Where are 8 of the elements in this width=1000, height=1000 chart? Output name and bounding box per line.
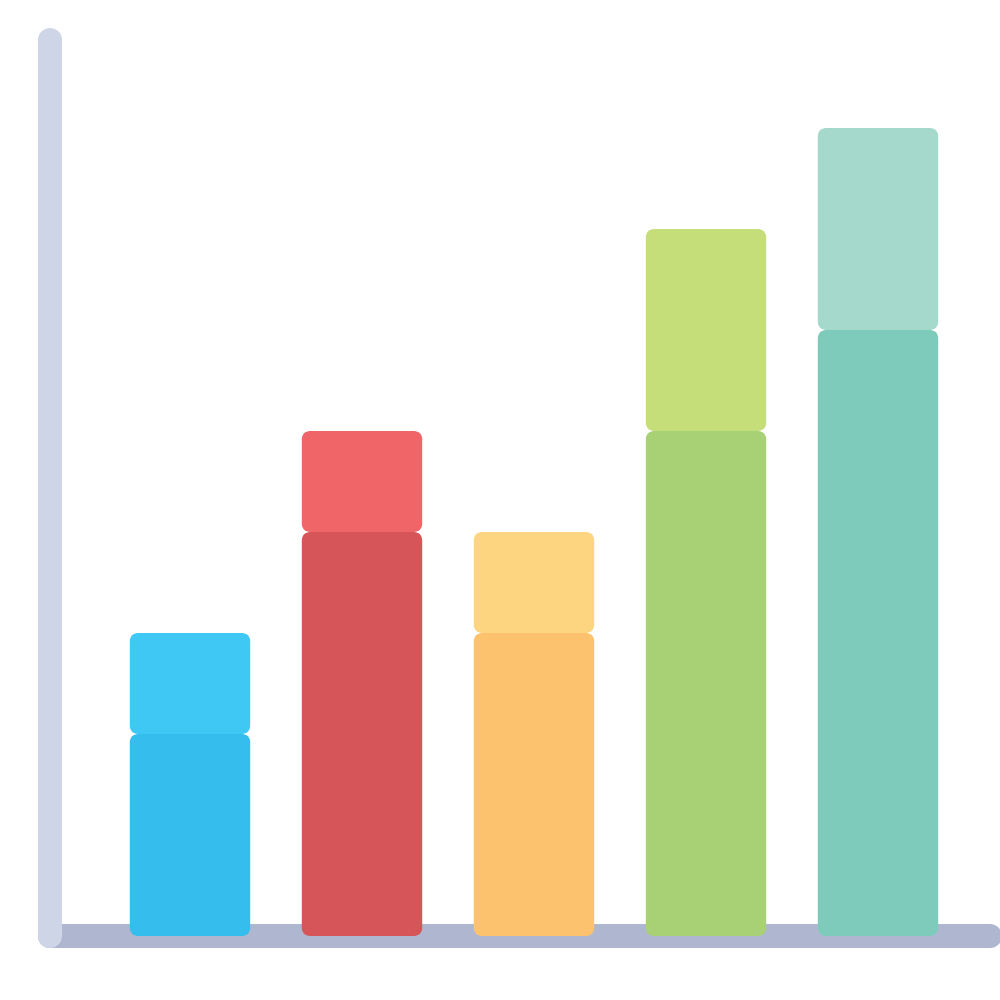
bar (817, 329, 939, 936)
bar (473, 531, 595, 633)
bar (473, 633, 595, 936)
bar (645, 430, 767, 936)
bar (645, 228, 767, 431)
bar (301, 531, 423, 936)
bar (301, 430, 423, 532)
bar (817, 127, 939, 330)
